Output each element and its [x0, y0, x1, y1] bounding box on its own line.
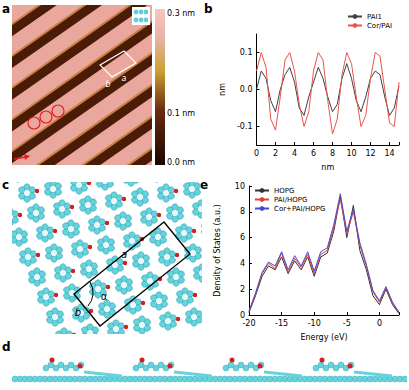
svg-text:0: 0	[377, 319, 382, 328]
svg-text:-5: -5	[343, 319, 351, 328]
svg-text:Cor/PAI: Cor/PAI	[367, 22, 392, 30]
svg-text:-0.1: -0.1	[237, 122, 253, 131]
svg-text:Cor+PAI/HOPG: Cor+PAI/HOPG	[274, 205, 325, 213]
svg-text:12: 12	[365, 149, 375, 158]
svg-text:a: a	[121, 249, 127, 260]
svg-text:0: 0	[239, 310, 245, 320]
svg-text:10: 10	[346, 149, 356, 158]
svg-text:4: 4	[292, 149, 297, 158]
svg-text:nm: nm	[218, 83, 227, 96]
svg-text:PAI1: PAI1	[367, 13, 382, 21]
html-text:c: c	[2, 178, 10, 192]
svg-text:8: 8	[330, 149, 335, 158]
svg-text:4: 4	[240, 259, 245, 268]
svg-text:-10: -10	[308, 319, 321, 328]
html-text:e: e	[200, 178, 209, 192]
svg-text:10: 10	[235, 182, 245, 191]
svg-text:0: 0	[254, 149, 259, 158]
svg-text:α: α	[101, 291, 108, 302]
svg-text:Energy (eV): Energy (eV)	[300, 333, 347, 342]
svg-text:6: 6	[240, 233, 245, 242]
svg-text:0.1: 0.1	[240, 48, 253, 57]
svg-text:nm: nm	[321, 163, 334, 172]
svg-text:0.0 nm: 0.0 nm	[167, 158, 195, 167]
svg-text:14: 14	[384, 149, 394, 158]
svg-text:8: 8	[240, 207, 245, 216]
svg-text:6: 6	[311, 149, 316, 158]
svg-text:-20: -20	[242, 319, 255, 328]
svg-text:b: b	[75, 307, 81, 318]
svg-text:HOPG: HOPG	[274, 187, 294, 195]
svg-text:Density of States (a.u.): Density of States (a.u.)	[213, 204, 222, 296]
svg-text:a: a	[122, 74, 127, 83]
svg-text:2: 2	[240, 285, 245, 294]
svg-text:b: b	[105, 80, 110, 89]
svg-text:PAI/HOPG: PAI/HOPG	[274, 196, 307, 204]
svg-text:2: 2	[273, 149, 278, 158]
html-text:a: a	[2, 2, 11, 16]
html-text:b: b	[204, 2, 213, 16]
svg-text:0.1 nm: 0.1 nm	[167, 109, 195, 118]
html-text:d: d	[2, 340, 11, 354]
svg-text:0.0: 0.0	[240, 85, 253, 94]
svg-text:0.3 nm: 0.3 nm	[167, 9, 195, 18]
svg-text:-15: -15	[275, 319, 288, 328]
